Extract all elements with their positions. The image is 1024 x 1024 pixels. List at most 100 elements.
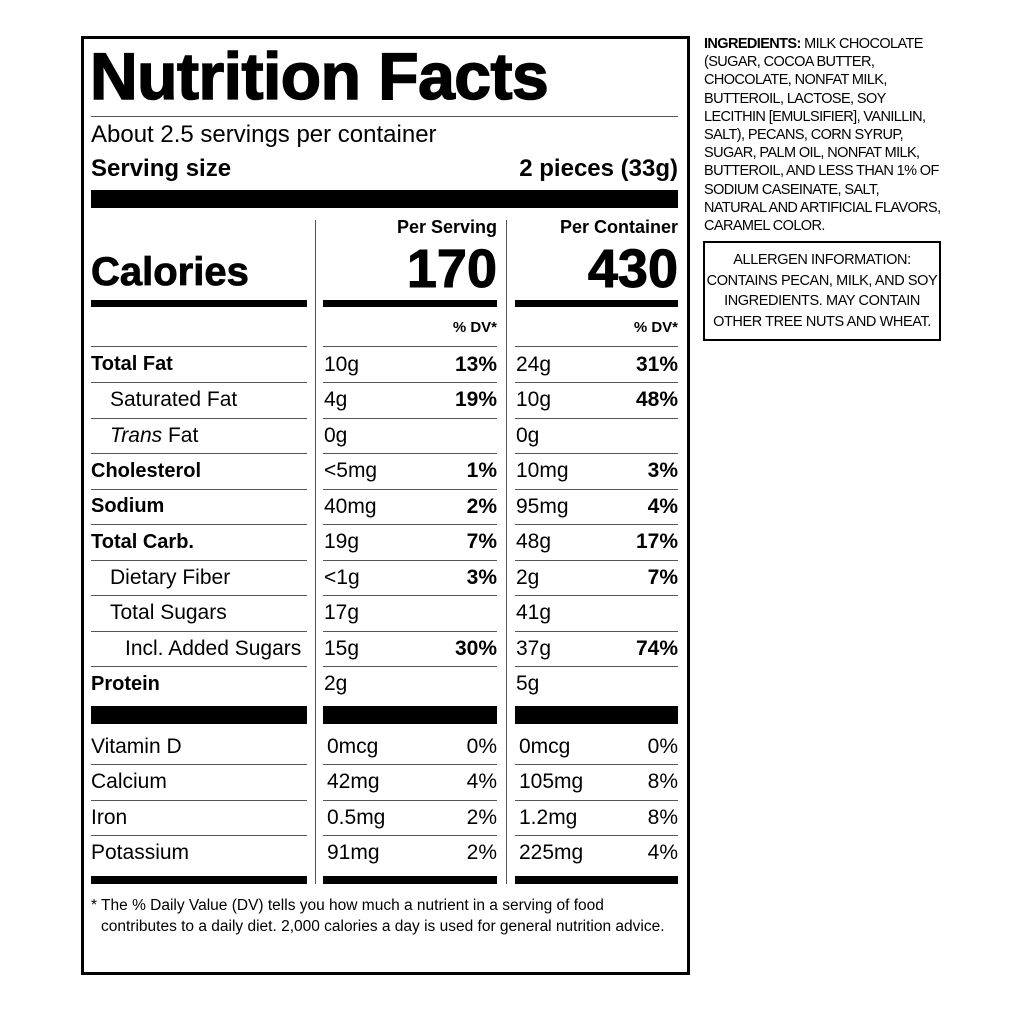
nutrient-name-text: Total Carb. <box>91 530 194 553</box>
nutrient-name-text: Sodium <box>91 495 165 518</box>
row-rule <box>515 595 678 596</box>
row-rule <box>515 630 678 632</box>
daily-value: 7% <box>647 565 678 589</box>
row-rule <box>323 835 497 836</box>
medium-bar <box>91 876 307 884</box>
row-rule <box>515 417 678 419</box>
nutrient-name-text: Iron <box>91 805 128 829</box>
amount: 91mg <box>327 841 380 865</box>
serving-size: 2 pieces (33g) <box>519 155 678 182</box>
nutrient-name: Trans Fat <box>110 418 326 454</box>
amount: 2g <box>324 672 348 696</box>
amount: 225mg <box>519 841 584 865</box>
nutrient-name: Total Carb. <box>91 525 307 561</box>
row-rule <box>91 559 307 561</box>
nutrient-name: Total Sugars <box>110 596 326 632</box>
daily-value: 74% <box>635 636 678 660</box>
daily-value: 4% <box>647 841 678 865</box>
daily-value: 8% <box>647 770 678 794</box>
daily-value: 31% <box>635 352 678 376</box>
amount: 48g <box>516 530 552 554</box>
amount: 37g <box>516 636 552 660</box>
ingredients-heading: INGREDIENTS: <box>704 36 801 52</box>
row-rule <box>515 835 678 836</box>
column-divider <box>315 220 316 884</box>
nutrient-name: Iron <box>91 800 307 836</box>
row-rule <box>91 666 307 667</box>
column-divider <box>506 220 507 884</box>
row-rule <box>91 346 307 347</box>
row-rule <box>323 382 497 383</box>
column-header: Per Container <box>559 217 678 237</box>
row-rule <box>515 453 678 454</box>
row-rule <box>323 488 497 490</box>
nutrient-name-italic: Trans <box>110 423 163 447</box>
row-rule <box>91 488 307 490</box>
nutrient-name: Calcium <box>91 765 307 801</box>
row-rule <box>515 382 678 383</box>
daily-value: 2% <box>466 841 497 865</box>
servings: About 2.5 servings per container <box>91 121 437 148</box>
row-rule <box>323 524 497 525</box>
medium-bar <box>323 300 497 307</box>
daily-value: 7% <box>466 530 497 554</box>
nutrient-name: Incl. Added Sugars <box>125 631 341 667</box>
daily-value: 48% <box>635 388 678 412</box>
amount: 4g <box>324 388 348 412</box>
calories-value: 430 <box>587 239 678 300</box>
amount: 10g <box>324 352 360 376</box>
nutrient-name-text: Total Sugars <box>110 601 227 625</box>
daily-value: 30% <box>454 636 497 660</box>
row-rule <box>323 417 497 419</box>
nutrient-name: Potassium <box>91 836 307 872</box>
row-rule <box>91 417 307 419</box>
amount: 10mg <box>516 459 569 483</box>
daily-value: 17% <box>635 530 678 554</box>
allergen-text: ALLERGEN INFORMATION: CONTAINS PECAN, MI… <box>706 252 938 330</box>
nutrient-name: Vitamin D <box>91 729 307 765</box>
amount: 10g <box>516 388 552 412</box>
thick-bar <box>91 706 307 724</box>
amount: 40mg <box>324 494 377 518</box>
row-rule <box>515 559 678 561</box>
row-rule <box>515 346 678 347</box>
amount: 42mg <box>327 770 380 794</box>
daily-value: 3% <box>647 459 678 483</box>
daily-value: 13% <box>454 352 497 376</box>
amount: 0g <box>516 423 540 447</box>
dv-header: % DV* <box>452 319 497 336</box>
daily-value: 2% <box>466 805 497 829</box>
nutrient-name-text: Potassium <box>91 841 190 865</box>
thick-bar <box>91 190 678 208</box>
amount: 0mcg <box>519 734 571 758</box>
calories-value: 170 <box>406 239 497 300</box>
rule <box>91 116 678 117</box>
row-rule <box>323 559 497 561</box>
amount: 95mg <box>516 494 569 518</box>
nutrient-name: Protein <box>91 667 307 703</box>
row-rule <box>91 595 307 596</box>
row-rule <box>515 799 678 801</box>
daily-value: 0% <box>647 734 678 758</box>
daily-value: 19% <box>454 388 497 412</box>
nutrient-name-text: Protein <box>91 672 160 695</box>
thick-bar <box>323 706 497 724</box>
footnote: * The % Daily Value (DV) tells you how m… <box>91 897 665 935</box>
row-rule <box>323 666 497 667</box>
row-rule <box>323 799 497 801</box>
nutrient-name: Sodium <box>91 489 307 525</box>
amount: 24g <box>516 352 552 376</box>
medium-bar <box>91 300 307 307</box>
amount: 1.2mg <box>519 805 578 829</box>
row-rule <box>515 666 678 667</box>
nutrient-name-text: Saturated Fat <box>110 388 238 412</box>
amount: 0g <box>324 423 348 447</box>
daily-value: 2% <box>466 494 497 518</box>
amount: 0mcg <box>327 734 379 758</box>
row-rule <box>91 382 307 383</box>
row-rule <box>515 764 678 765</box>
row-rule <box>91 453 307 454</box>
daily-value: 8% <box>647 805 678 829</box>
amount: 17g <box>324 601 360 625</box>
medium-bar <box>515 300 678 307</box>
